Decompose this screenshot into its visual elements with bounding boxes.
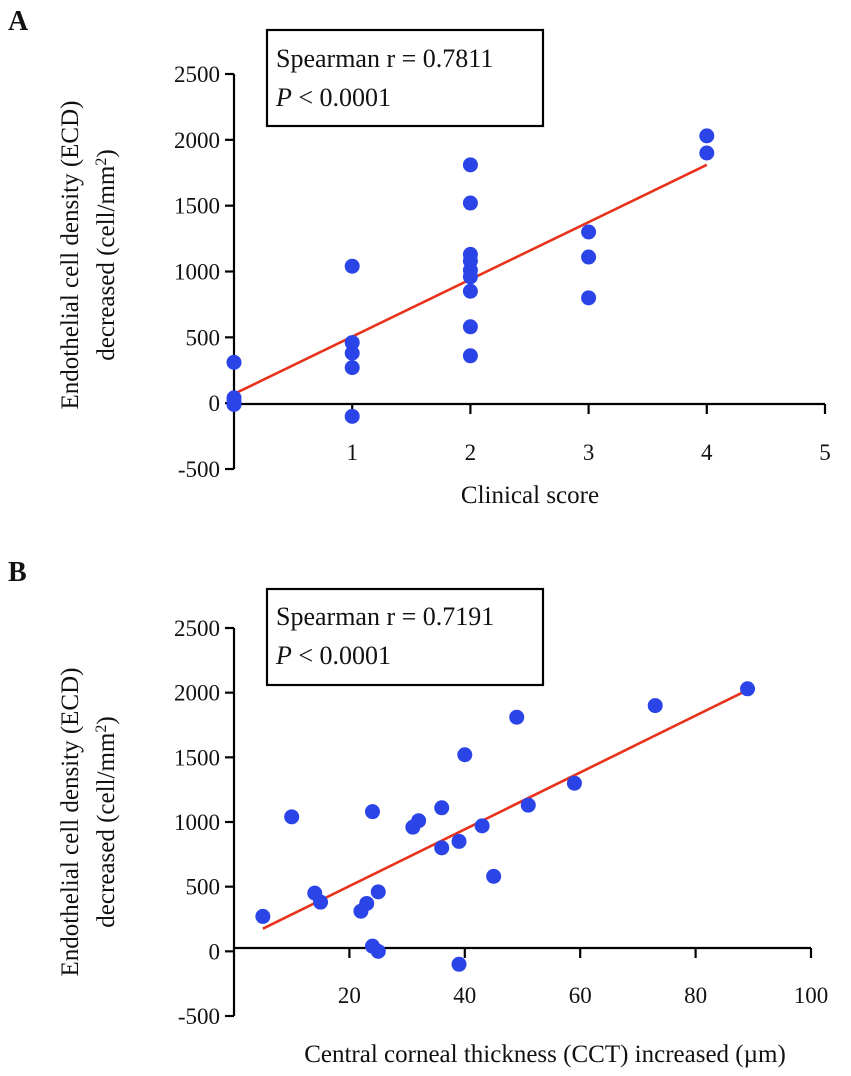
data-point bbox=[364, 804, 380, 820]
data-points bbox=[255, 681, 756, 972]
data-point bbox=[699, 128, 715, 144]
data-point bbox=[344, 345, 360, 361]
data-point bbox=[451, 956, 467, 972]
data-point bbox=[434, 840, 450, 856]
y-tick-label: -500 bbox=[178, 1004, 220, 1029]
y-axis-title-line1: Endothelial cell density (ECD) bbox=[57, 668, 84, 977]
x-tick-label: 40 bbox=[453, 983, 476, 1008]
p-value-text: P < 0.0001 bbox=[275, 83, 391, 112]
y-axis-title-line1: Endothelial cell density (ECD) bbox=[57, 101, 84, 410]
spearman-r-text: Spearman r = 0.7191 bbox=[276, 602, 494, 631]
data-point bbox=[462, 157, 478, 173]
panel-b: B Endothelial cell density (ECD) decreas… bbox=[8, 557, 828, 1068]
data-point bbox=[344, 408, 360, 424]
data-point bbox=[284, 809, 300, 825]
data-point bbox=[462, 283, 478, 299]
x-tick-label: 80 bbox=[684, 983, 707, 1008]
data-point bbox=[344, 360, 360, 376]
data-point bbox=[486, 868, 502, 884]
y-axis-title-line2: decreased (cell/mm2) bbox=[93, 149, 121, 360]
x-axis-title: Central corneal thickness (CCT) increase… bbox=[304, 1041, 786, 1068]
data-point bbox=[462, 269, 478, 285]
y-tick-label: 500 bbox=[186, 325, 221, 350]
y-tick-label: 2500 bbox=[174, 62, 220, 87]
data-point bbox=[462, 348, 478, 364]
x-tick-label: 3 bbox=[583, 440, 595, 465]
data-point bbox=[462, 319, 478, 335]
panel-label: A bbox=[8, 6, 29, 37]
data-point bbox=[344, 258, 360, 274]
data-point bbox=[434, 800, 450, 816]
data-point bbox=[370, 884, 386, 900]
y-tick-label: 2000 bbox=[174, 681, 220, 706]
y-tick-label: 500 bbox=[186, 875, 221, 900]
data-point bbox=[457, 747, 473, 763]
y-tick-label: 0 bbox=[209, 939, 221, 964]
x-tick-label: 20 bbox=[338, 983, 361, 1008]
y-ticks: -500 0 500 1000 1500 2000 2500 bbox=[174, 616, 234, 1029]
data-point bbox=[581, 224, 597, 240]
y-tick-label: 1000 bbox=[174, 810, 220, 835]
data-point bbox=[359, 895, 375, 911]
data-point bbox=[313, 894, 329, 910]
x-ticks: 20 40 60 80 100 bbox=[338, 948, 828, 1008]
regression-line bbox=[262, 688, 749, 930]
stats-box-frame bbox=[265, 28, 545, 128]
data-point bbox=[451, 833, 467, 849]
data-point bbox=[581, 249, 597, 265]
x-tick-label: 100 bbox=[794, 983, 829, 1008]
spearman-r-text: Spearman r = 0.7811 bbox=[276, 44, 493, 73]
data-point bbox=[474, 818, 490, 834]
stats-box: Spearman r = 0.7191 P < 0.0001 bbox=[265, 587, 545, 687]
data-point bbox=[255, 908, 271, 924]
y-tick-label: 1500 bbox=[174, 194, 220, 219]
data-point bbox=[411, 813, 427, 829]
data-point bbox=[509, 709, 525, 725]
x-tick-label: 2 bbox=[465, 440, 477, 465]
panel-label: B bbox=[8, 557, 27, 588]
data-points bbox=[226, 128, 715, 424]
y-tick-label: 1000 bbox=[174, 260, 220, 285]
y-tick-label: 0 bbox=[209, 391, 221, 416]
x-tick-label: 4 bbox=[701, 440, 713, 465]
y-axis-title-line2: decreased (cell/mm2) bbox=[93, 716, 121, 927]
data-point bbox=[699, 145, 715, 161]
y-tick-label: 1500 bbox=[174, 745, 220, 770]
data-point bbox=[740, 681, 756, 697]
x-tick-label: 5 bbox=[819, 440, 831, 465]
data-point bbox=[226, 396, 242, 412]
stats-box: Spearman r = 0.7811 P < 0.0001 bbox=[265, 28, 545, 128]
data-point bbox=[226, 354, 242, 370]
y-tick-label: -500 bbox=[178, 457, 220, 482]
y-tick-label: 2500 bbox=[174, 616, 220, 641]
data-point bbox=[462, 195, 478, 211]
data-point bbox=[647, 698, 663, 714]
data-point bbox=[566, 775, 582, 791]
data-point bbox=[370, 943, 386, 959]
data-point bbox=[520, 797, 536, 813]
x-ticks: 1 2 3 4 5 bbox=[346, 404, 831, 465]
y-tick-label: 2000 bbox=[174, 128, 220, 153]
p-value-text: P < 0.0001 bbox=[275, 641, 391, 670]
data-point bbox=[581, 290, 597, 306]
panel-a: A Endothelial cell density (ECD) decreas… bbox=[8, 6, 831, 509]
x-axis-title: Clinical score bbox=[461, 482, 599, 509]
y-ticks: -500 0 500 1000 1500 2000 2500 bbox=[174, 62, 234, 482]
x-tick-label: 60 bbox=[569, 983, 592, 1008]
x-tick-label: 1 bbox=[346, 440, 358, 465]
stats-box-frame bbox=[265, 587, 545, 687]
data-point bbox=[344, 335, 360, 351]
